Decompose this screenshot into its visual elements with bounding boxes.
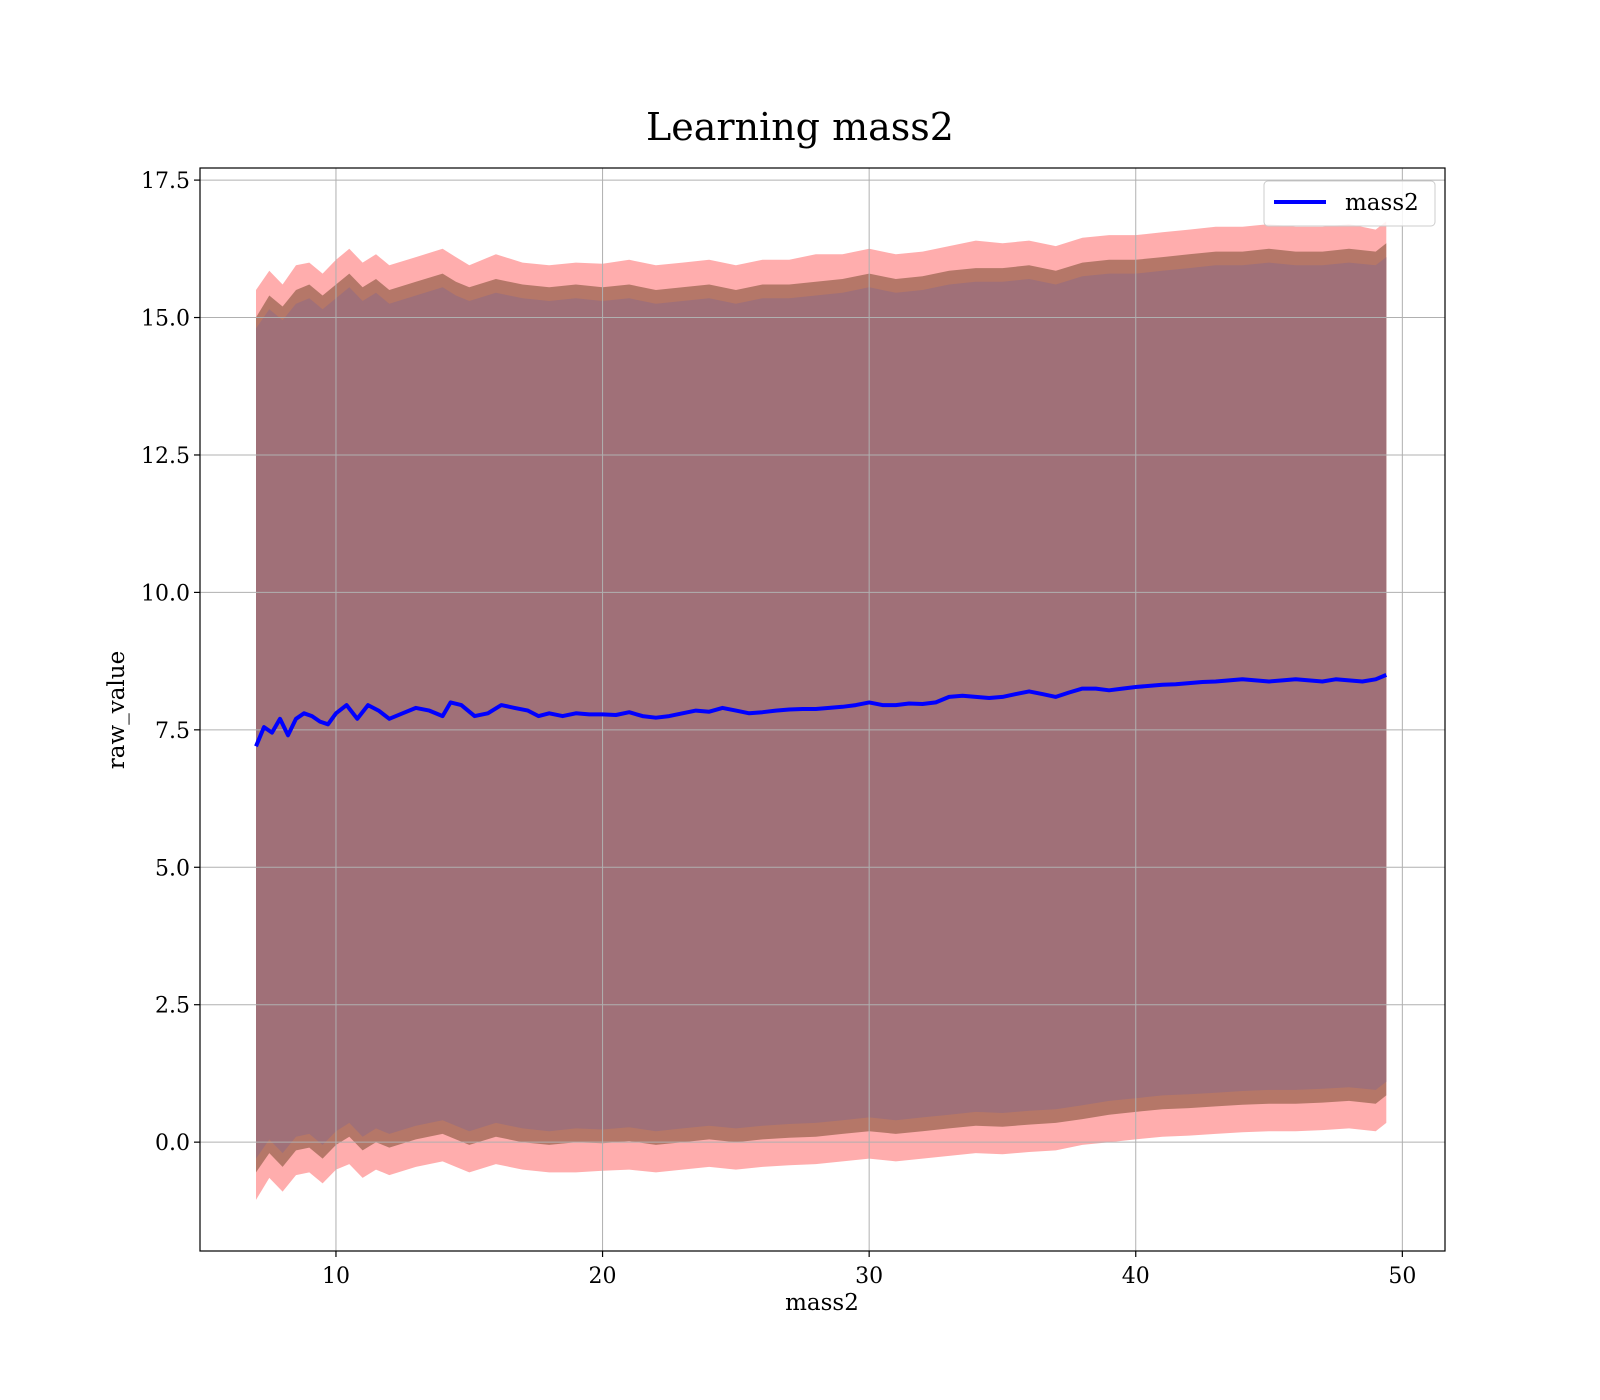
legend-label-mass2: mass2 [1345,190,1419,216]
x-axis-label: mass2 [785,1290,859,1316]
x-tick-label: 50 [1388,1264,1416,1289]
y-axis-label: raw_value [104,651,130,769]
x-tick-label: 30 [855,1264,883,1289]
grid-lines [200,168,1445,1251]
x-tick-label: 10 [322,1264,350,1289]
plot-frame [199,167,1446,1252]
series-layer [254,673,1388,748]
series-line-mass2 [254,673,1388,748]
y-tick-label: 5.0 [155,856,190,881]
bands-layer [256,221,1387,1200]
y-tick-label: 15.0 [141,307,190,332]
y-tick-label: 12.5 [141,444,190,469]
y-tick-label: 2.5 [155,994,190,1019]
legend-box [1263,180,1436,227]
y-tick-label: 0.0 [155,1131,190,1156]
y-tick-label: 7.5 [155,719,190,744]
y-tick-label: 17.5 [141,169,190,194]
chart-title: Learning mass2 [646,105,954,149]
x-axis-ticks: 10 20 30 40 50 [322,1251,1416,1289]
y-tick-label: 10.0 [141,581,190,606]
x-tick-label: 40 [1122,1264,1150,1289]
y-axis-ticks: 0.0 2.5 5.0 7.5 10.0 12.5 15.0 17.5 [141,169,200,1156]
x-tick-label: 20 [589,1264,617,1289]
legend: mass2 [1263,180,1436,227]
